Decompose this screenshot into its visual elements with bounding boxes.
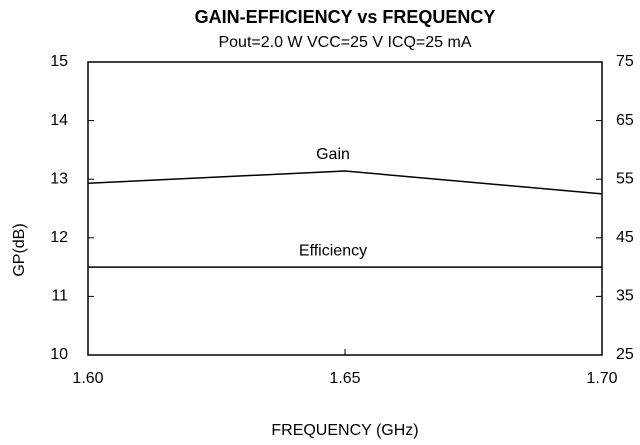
y-tick-label: 11 [51,288,68,305]
x-axis-label: FREQUENCY (GHz) [271,422,418,439]
series-label: Gain [316,146,350,163]
y-tick-label: 12 [50,229,68,246]
y-axis-label: GP(dB) [11,223,28,276]
y2-tick-label: 75 [616,53,634,70]
y2-tick-label: 65 [616,112,634,129]
y2-tick-label: 45 [616,229,634,246]
series-line [87,170,603,195]
y2-tick-label: 55 [616,170,634,187]
y-tick-label: 13 [50,170,68,187]
x-tick-label: 1.65 [329,370,360,387]
y2-tick-label: 25 [616,346,634,363]
chart-subtitle: Pout=2.0 W VCC=25 V ICQ=25 mA [218,34,471,51]
series-label: Efficiency [299,242,367,259]
chart-title: GAIN-EFFICIENCY vs FREQUENCY [195,7,496,27]
y2-tick-label: 35 [616,288,634,305]
x-tick-label: 1.70 [586,370,617,387]
plot-frame [87,61,603,356]
x-tick-label: 1.60 [72,370,103,387]
y-tick-label: 14 [50,112,68,129]
y-tick-label: 15 [50,53,68,70]
y-tick-label: 10 [50,346,68,363]
